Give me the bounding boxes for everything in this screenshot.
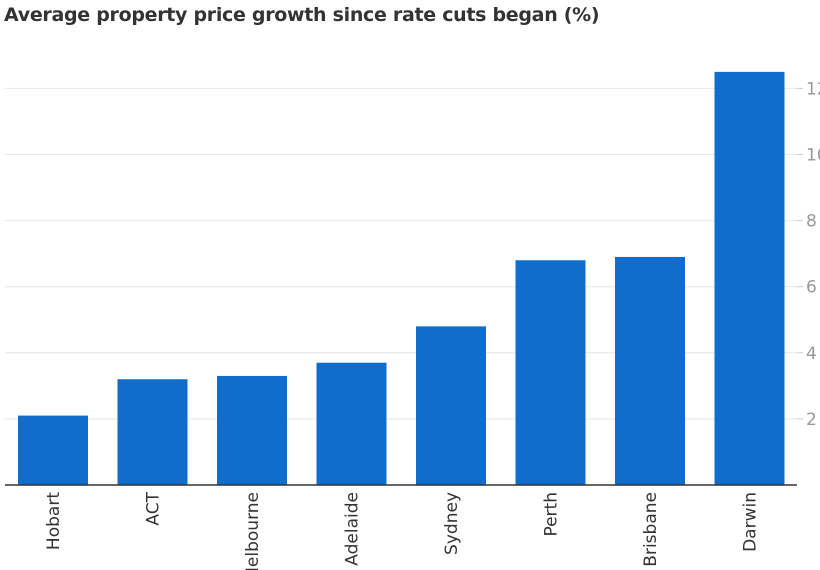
bar-melbourne [217,375,287,485]
bar-perth [515,260,586,485]
y-tick-label: 6 [806,278,817,298]
x-tick-label: Melbourne [243,492,263,570]
bar-act [117,379,188,485]
x-tick-label: Adelaide [343,492,363,566]
x-tick-label: Sydney [442,492,462,555]
y-tick-label: 4 [806,344,817,364]
x-tick-label: Darwin [741,492,761,552]
bar-darwin [714,71,785,485]
bar-sydney [416,326,486,485]
x-tick-label: ACT [144,491,164,525]
y-tick-label: 10 [806,146,820,166]
y-tick-label: 8 [806,212,817,232]
y-tick-label: 2 [806,410,817,430]
x-tick-label: Perth [542,492,562,537]
bar-brisbane [615,256,685,485]
y-tick-label: 12 [806,79,820,99]
bar-adelaide [316,362,387,485]
x-tick-label: Hobart [44,492,64,550]
x-tick-label: Brisbane [641,492,661,567]
bar-hobart [18,415,88,485]
chart-title: Average property price growth since rate… [4,4,600,26]
